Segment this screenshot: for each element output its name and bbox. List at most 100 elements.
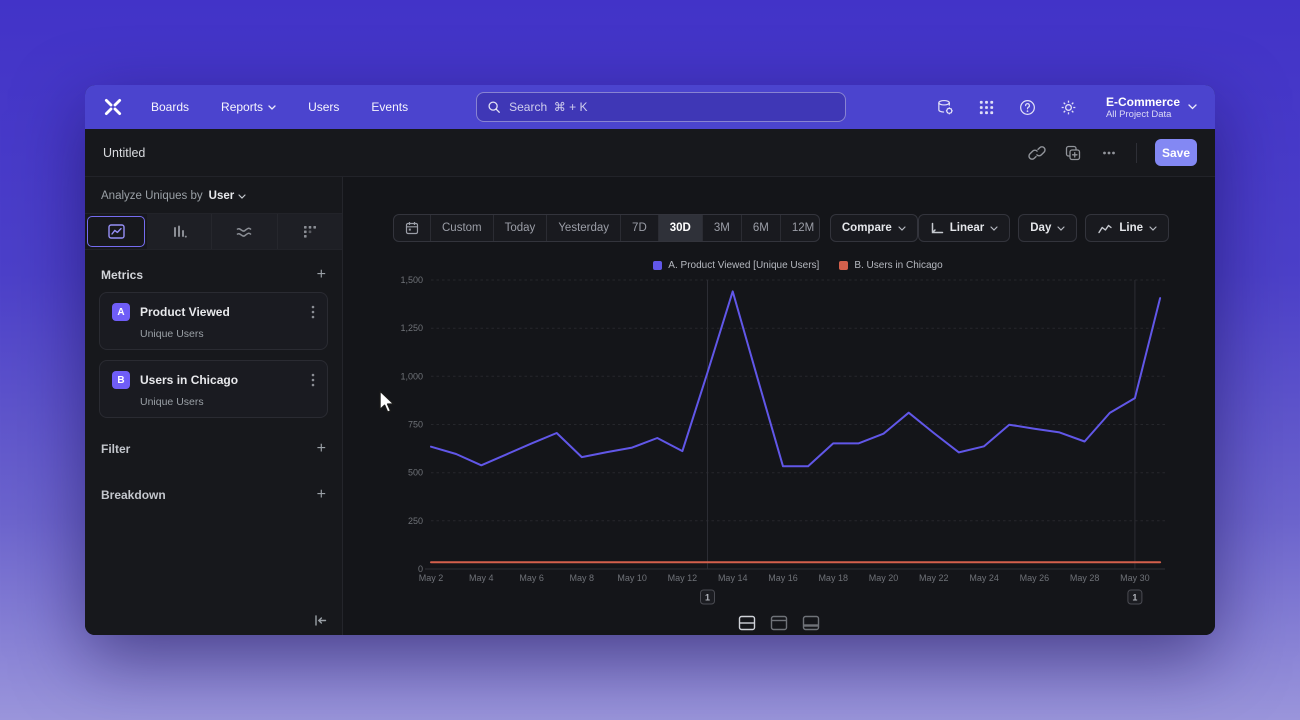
more-options-icon[interactable] — [1100, 144, 1118, 162]
granularity-dropdown[interactable]: Day — [1018, 214, 1078, 242]
chart-panel: Custom Today Yesterday 7D 30D 3M 6M 12M … — [343, 177, 1215, 635]
svg-text:1,500: 1,500 — [400, 275, 423, 285]
nav-item-events[interactable]: Events — [371, 100, 409, 114]
nav-item-reports[interactable]: Reports — [221, 100, 276, 114]
svg-text:May 30: May 30 — [1120, 573, 1150, 583]
add-metric-button[interactable]: + — [316, 266, 326, 283]
range-7d[interactable]: 7D — [620, 215, 658, 241]
layout-split-view-icon[interactable] — [738, 615, 756, 631]
apps-grid-icon[interactable] — [977, 98, 996, 117]
search-bar[interactable] — [476, 92, 847, 122]
svg-text:1: 1 — [1132, 593, 1137, 603]
metrics-header: Metrics + — [85, 250, 342, 292]
range-custom[interactable]: Custom — [430, 215, 493, 241]
svg-text:May 16: May 16 — [768, 573, 798, 583]
range-today[interactable]: Today — [492, 215, 547, 241]
help-icon[interactable] — [1018, 98, 1037, 117]
collapse-sidebar-icon[interactable] — [313, 614, 328, 627]
axis-scale-icon — [931, 222, 943, 233]
visualization-tabs — [85, 213, 342, 250]
project-scope: All Project Data — [1105, 108, 1172, 120]
range-yesterday[interactable]: Yesterday — [546, 215, 620, 241]
svg-text:500: 500 — [408, 468, 423, 478]
chevron-down-icon — [898, 225, 906, 231]
svg-text:1: 1 — [705, 593, 710, 603]
chart-legend: A. Product Viewed [Unique Users] B. User… — [431, 260, 1165, 271]
chevron-down-icon — [1057, 225, 1065, 231]
retention-tab-icon — [303, 226, 316, 238]
chart-display-controls: Linear Day Line — [917, 214, 1169, 242]
legend-swatch-a — [653, 261, 663, 270]
chevron-down-icon — [1188, 104, 1197, 110]
chart-type-dropdown[interactable]: Line — [1085, 214, 1169, 242]
range-30d[interactable]: 30D — [657, 215, 702, 241]
range-3m[interactable]: 3M — [701, 215, 741, 241]
legend-swatch-b — [839, 261, 849, 270]
svg-text:May 20: May 20 — [869, 573, 899, 583]
chevron-down-icon — [268, 104, 276, 110]
mixpanel-logo-icon[interactable] — [103, 97, 123, 117]
scale-dropdown[interactable]: Linear — [917, 214, 1011, 242]
date-picker-calendar[interactable] — [394, 215, 430, 241]
analyze-entity-dropdown[interactable]: User — [209, 190, 247, 202]
svg-text:May 14: May 14 — [718, 573, 748, 583]
layout-toggles — [343, 615, 1215, 631]
calendar-icon — [405, 222, 419, 235]
metric-counting-method[interactable]: Unique Users — [140, 328, 204, 340]
metric-counting-method[interactable]: Unique Users — [140, 396, 204, 408]
chevron-down-icon — [990, 225, 998, 231]
svg-text:May 10: May 10 — [617, 573, 647, 583]
kebab-menu-icon[interactable] — [311, 305, 315, 319]
metrics-label: Metrics — [101, 268, 144, 282]
search-input[interactable] — [509, 100, 836, 114]
divider — [1136, 142, 1137, 163]
tab-bar-chart[interactable] — [147, 214, 212, 249]
top-navbar: Boards Reports Users Events — [85, 85, 1215, 129]
legend-item-b[interactable]: B. Users in Chicago — [839, 260, 943, 271]
copy-link-icon[interactable] — [1028, 144, 1046, 162]
range-6m[interactable]: 6M — [740, 215, 780, 241]
data-management-icon[interactable] — [936, 98, 955, 117]
query-sidebar: Analyze Uniques by User — [85, 177, 343, 635]
duplicate-icon[interactable] — [1064, 144, 1082, 162]
report-title[interactable]: Untitled — [103, 145, 146, 160]
add-breakdown-button[interactable]: + — [316, 486, 326, 503]
svg-text:May 12: May 12 — [668, 573, 698, 583]
add-filter-button[interactable]: + — [316, 440, 326, 457]
tab-flows[interactable] — [211, 214, 277, 249]
metric-card-a[interactable]: A Product Viewed Unique Users — [99, 292, 328, 350]
svg-text:250: 250 — [408, 516, 423, 526]
analyze-row: Analyze Uniques by User — [85, 177, 342, 213]
svg-text:May 22: May 22 — [919, 573, 949, 583]
tab-retention[interactable] — [276, 214, 342, 249]
metric-card-b[interactable]: B Users in Chicago Unique Users — [99, 360, 328, 418]
compare-button[interactable]: Compare — [829, 214, 918, 242]
legend-item-a[interactable]: A. Product Viewed [Unique Users] — [653, 260, 819, 271]
svg-text:1,000: 1,000 — [400, 371, 423, 381]
line-chart-svg[interactable]: 0 250 500 750 1,000 1,250 1,500 1 1 May 2 May 4 May… — [343, 272, 1215, 617]
nav-item-users[interactable]: Users — [308, 100, 340, 114]
settings-gear-icon[interactable] — [1059, 98, 1078, 117]
date-range-segmented-control: Custom Today Yesterday 7D 30D 3M 6M 12M — [393, 214, 820, 242]
nav-item-boards[interactable]: Boards — [151, 100, 190, 114]
report-titlebar: Untitled Save — [85, 129, 1215, 177]
svg-text:May 18: May 18 — [818, 573, 848, 583]
nav-right-cluster: E-Commerce All Project Data — [936, 95, 1197, 120]
tab-insights-line[interactable] — [87, 216, 145, 247]
kebab-menu-icon[interactable] — [311, 373, 315, 387]
save-button[interactable]: Save — [1155, 139, 1197, 166]
chevron-down-icon — [238, 193, 246, 199]
metric-badge-b: B — [112, 371, 130, 389]
project-selector[interactable]: E-Commerce All Project Data — [1106, 95, 1197, 120]
breakdown-section: Breakdown + — [101, 486, 326, 503]
line-chart-tab-icon — [107, 224, 125, 239]
layout-chart-only-icon[interactable] — [770, 615, 788, 631]
svg-text:750: 750 — [408, 420, 423, 430]
layout-table-only-icon[interactable] — [802, 615, 820, 631]
svg-text:1,250: 1,250 — [400, 323, 423, 333]
metric-badge-a: A — [112, 303, 130, 321]
chart-controls: Custom Today Yesterday 7D 30D 3M 6M 12M … — [343, 214, 1215, 242]
range-12m[interactable]: 12M — [779, 215, 819, 241]
flows-tab-icon — [236, 227, 253, 237]
svg-text:0: 0 — [418, 564, 423, 574]
